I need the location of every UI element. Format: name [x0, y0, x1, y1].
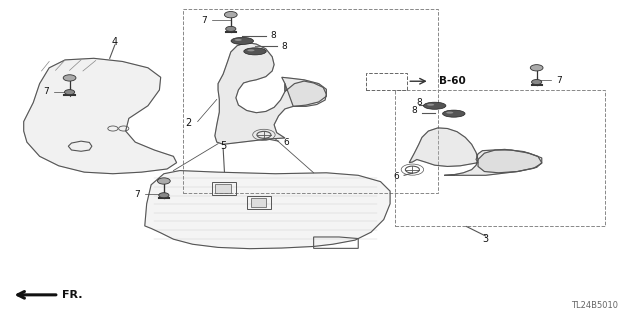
Bar [212, 182, 236, 195]
Bar [216, 184, 232, 193]
Bar [395, 90, 605, 226]
Ellipse shape [244, 48, 266, 55]
Text: 8: 8 [282, 42, 287, 51]
Polygon shape [24, 58, 177, 174]
Circle shape [159, 193, 169, 198]
Circle shape [65, 90, 75, 95]
Bar [250, 198, 266, 207]
Ellipse shape [424, 102, 446, 109]
Bar [183, 9, 438, 193]
Text: FR.: FR. [62, 290, 83, 300]
Circle shape [157, 178, 170, 184]
Text: 4: 4 [112, 38, 118, 48]
Text: 6: 6 [283, 138, 289, 147]
Bar [366, 72, 407, 90]
Polygon shape [285, 81, 326, 106]
Polygon shape [409, 128, 541, 175]
Ellipse shape [231, 37, 253, 44]
Circle shape [532, 79, 541, 85]
Polygon shape [215, 42, 326, 144]
Ellipse shape [443, 110, 465, 117]
Text: TL24B5010: TL24B5010 [572, 301, 618, 310]
Text: 7: 7 [201, 16, 207, 25]
Text: B-60: B-60 [438, 76, 465, 86]
Text: 8: 8 [416, 98, 422, 107]
Text: 7: 7 [556, 76, 561, 85]
Text: 2: 2 [185, 118, 191, 128]
Text: 3: 3 [483, 234, 489, 244]
Text: 5: 5 [220, 141, 227, 151]
Text: 7: 7 [134, 190, 140, 199]
Circle shape [226, 26, 236, 32]
Circle shape [225, 11, 237, 18]
Ellipse shape [446, 112, 453, 114]
Circle shape [531, 65, 543, 71]
Polygon shape [145, 171, 390, 249]
Ellipse shape [247, 49, 255, 51]
Polygon shape [478, 150, 541, 173]
Ellipse shape [235, 39, 242, 41]
Text: 8: 8 [411, 106, 417, 115]
Bar [246, 196, 271, 209]
Ellipse shape [427, 104, 434, 106]
Text: 7: 7 [43, 87, 49, 96]
Text: 6: 6 [393, 172, 399, 181]
Text: 8: 8 [270, 31, 276, 40]
Circle shape [63, 75, 76, 81]
